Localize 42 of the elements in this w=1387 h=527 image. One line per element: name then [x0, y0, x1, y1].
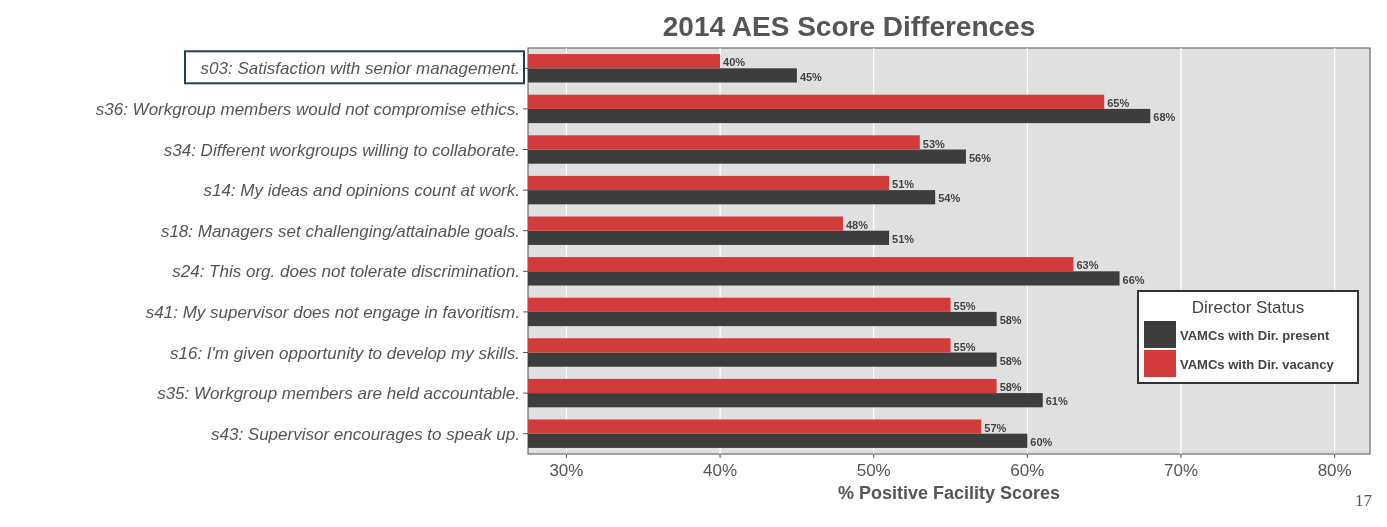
data-label: 58%: [999, 354, 1022, 367]
x-axis-title: % Positive Facility Scores: [837, 483, 1061, 503]
data-label: 65%: [1107, 96, 1130, 109]
y-tick-label: s36: Workgroup members would not compromise ethics.: [95, 99, 520, 119]
x-tick-label: 80%: [1317, 461, 1352, 480]
x-tick-label: 50%: [856, 461, 891, 480]
x-tick-label: 30%: [549, 461, 584, 480]
data-label: 57%: [984, 421, 1007, 434]
text: 17: [1355, 491, 1373, 510]
y-tick-label: s24: This org. does not tolerate discrimination.: [172, 262, 520, 282]
data-label: 55%: [953, 340, 976, 353]
data-label: 56%: [968, 151, 992, 164]
legend-label: VAMCs with Dir. present: [1180, 328, 1330, 343]
data-label: 40%: [723, 56, 746, 69]
data-label: 55%: [953, 299, 976, 312]
data-label: 58%: [999, 381, 1022, 394]
y-tick-label: s14: My ideas and opinions count at work.: [203, 181, 520, 201]
data-label: 48%: [845, 218, 869, 231]
legend-label: VAMCs with Dir. vacancy: [1180, 357, 1335, 372]
data-label: 58%: [999, 314, 1022, 327]
legend-title: Director Status: [1191, 298, 1305, 317]
data-label: 54%: [938, 192, 961, 205]
data-label: 68%: [1153, 111, 1176, 124]
y-tick-label: s03: Satisfaction with senior management.: [200, 59, 520, 79]
y-tick-label: s43: Supervisor encourages to speak up.: [210, 424, 520, 444]
data-label: 53%: [922, 137, 946, 150]
data-label: 51%: [892, 232, 915, 245]
y-tick-label: s18: Managers set challenging/attainable goals.: [160, 221, 520, 241]
x-tick-label: 60%: [1010, 461, 1045, 480]
y-tick-label: s35: Workgroup members are held accountable.: [157, 384, 520, 404]
x-tick-label: 40%: [703, 461, 738, 480]
y-tick-label: s34: Different workgroups willing to collaborate.: [163, 140, 520, 160]
data-label: 63%: [1076, 259, 1099, 272]
data-label: 45%: [799, 70, 823, 83]
data-label: 60%: [1030, 435, 1053, 448]
y-tick-label: s41: My supervisor does not engage in favoritism.: [145, 302, 520, 322]
y-tick-label: s16: I'm given opportunity to develop my skills.: [169, 343, 520, 363]
data-label: 61%: [1045, 395, 1068, 408]
data-label: 51%: [892, 178, 915, 191]
chart-title: 2014 AES Score Differences: [662, 11, 1036, 42]
x-tick-label: 70%: [1164, 461, 1199, 480]
data-label: 66%: [1122, 273, 1145, 286]
